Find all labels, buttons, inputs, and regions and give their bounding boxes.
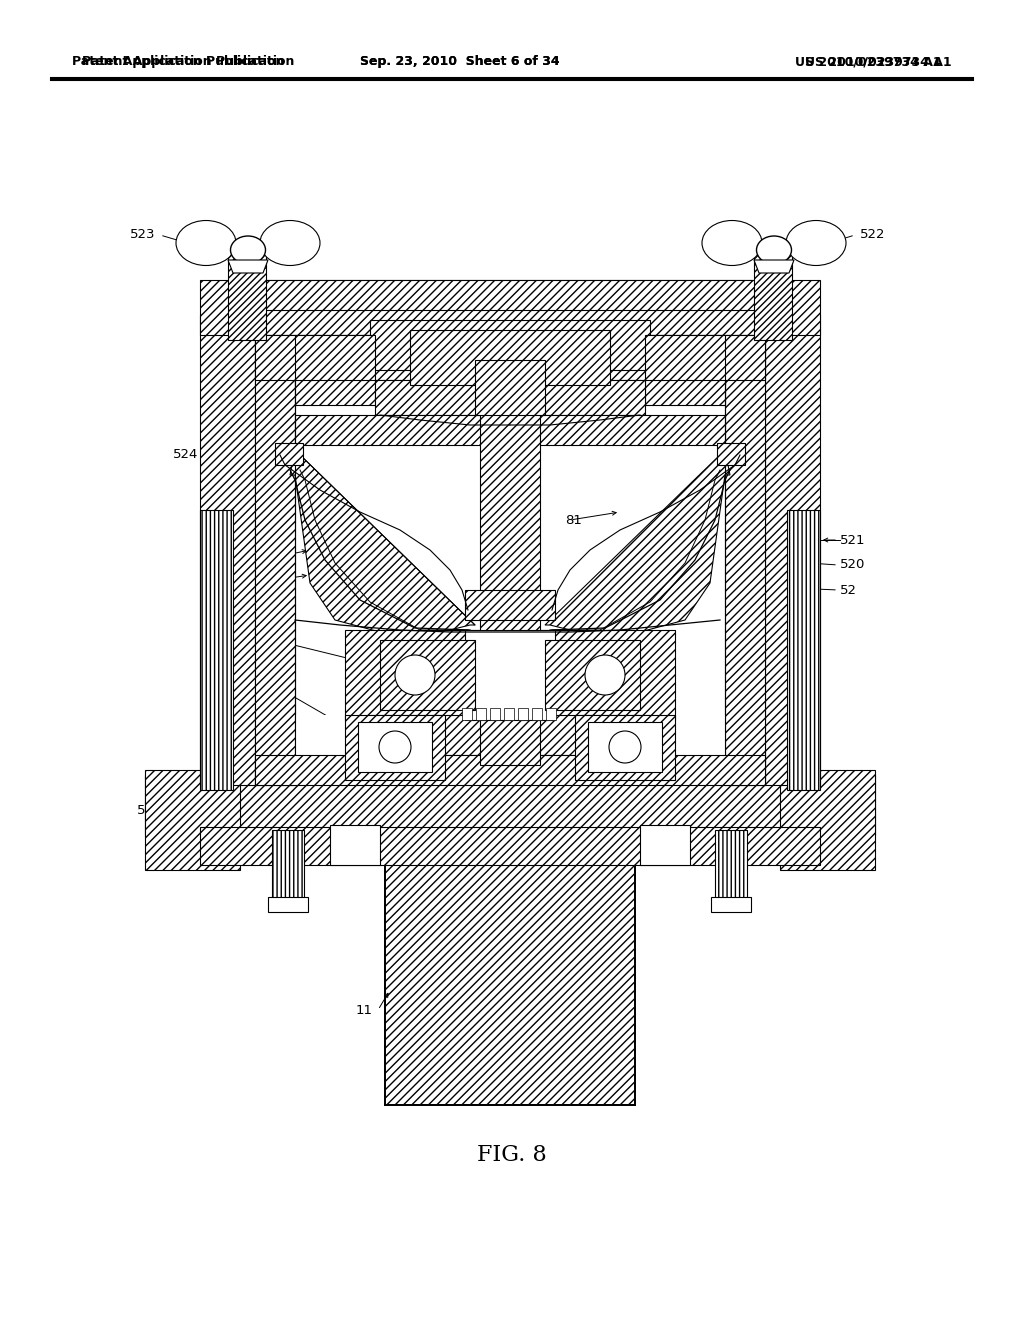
Text: US 2010/0239734 A1: US 2010/0239734 A1 bbox=[796, 55, 942, 69]
Bar bbox=[465, 630, 555, 719]
Bar bbox=[545, 640, 640, 710]
Ellipse shape bbox=[176, 220, 236, 265]
Text: 451: 451 bbox=[222, 628, 248, 642]
Bar bbox=[480, 411, 540, 766]
Bar bbox=[640, 825, 690, 865]
Text: 11: 11 bbox=[356, 1003, 373, 1016]
Polygon shape bbox=[754, 260, 794, 273]
Text: 40: 40 bbox=[455, 338, 472, 351]
Text: 510: 510 bbox=[136, 804, 162, 817]
Text: 82: 82 bbox=[208, 487, 225, 499]
Text: 522: 522 bbox=[860, 228, 886, 242]
Bar bbox=[715, 830, 746, 906]
Bar bbox=[462, 708, 472, 719]
Ellipse shape bbox=[260, 220, 319, 265]
Text: 80: 80 bbox=[575, 619, 592, 631]
Bar bbox=[410, 330, 610, 385]
Text: 88: 88 bbox=[490, 553, 507, 566]
Text: Patent Application Publication: Patent Application Publication bbox=[72, 55, 285, 69]
Text: Sep. 23, 2010  Sheet 6 of 34: Sep. 23, 2010 Sheet 6 of 34 bbox=[360, 55, 560, 69]
Polygon shape bbox=[228, 260, 268, 273]
Text: 521: 521 bbox=[840, 533, 865, 546]
Bar bbox=[787, 510, 820, 789]
Bar bbox=[375, 380, 645, 414]
Bar bbox=[295, 335, 375, 385]
Bar bbox=[546, 708, 556, 719]
Bar bbox=[518, 708, 528, 719]
Bar bbox=[275, 444, 303, 465]
Text: US 2010/0239734 A1: US 2010/0239734 A1 bbox=[805, 55, 952, 69]
Text: 3: 3 bbox=[234, 557, 243, 569]
Bar bbox=[268, 898, 308, 912]
Bar bbox=[504, 708, 514, 719]
Bar bbox=[370, 715, 650, 755]
Bar bbox=[725, 335, 765, 785]
Text: 89: 89 bbox=[420, 338, 437, 351]
Bar bbox=[754, 249, 792, 341]
Bar bbox=[476, 708, 486, 719]
Bar bbox=[475, 360, 545, 414]
Polygon shape bbox=[295, 450, 470, 645]
Bar bbox=[645, 335, 725, 385]
Bar bbox=[255, 335, 765, 380]
Text: FIG. 8: FIG. 8 bbox=[477, 1144, 547, 1166]
Bar bbox=[711, 898, 751, 912]
Bar bbox=[200, 828, 820, 865]
Bar bbox=[780, 770, 874, 870]
Bar bbox=[358, 722, 432, 772]
Text: Sep. 23, 2010  Sheet 6 of 34: Sep. 23, 2010 Sheet 6 of 34 bbox=[360, 55, 560, 69]
Bar bbox=[345, 630, 675, 719]
Bar bbox=[295, 715, 725, 785]
Polygon shape bbox=[290, 450, 475, 640]
Bar bbox=[272, 830, 304, 906]
Circle shape bbox=[395, 655, 435, 696]
Bar bbox=[380, 640, 475, 710]
Text: 45: 45 bbox=[560, 648, 577, 661]
Bar bbox=[645, 380, 725, 405]
Text: 52: 52 bbox=[840, 583, 857, 597]
Text: 8: 8 bbox=[229, 578, 238, 591]
Bar bbox=[465, 590, 555, 620]
Text: Patent Application Publication: Patent Application Publication bbox=[82, 55, 294, 69]
Ellipse shape bbox=[230, 236, 265, 264]
Polygon shape bbox=[545, 450, 730, 640]
Bar bbox=[532, 708, 542, 719]
Ellipse shape bbox=[757, 236, 792, 264]
Text: 520: 520 bbox=[840, 558, 865, 572]
Text: 523: 523 bbox=[129, 228, 155, 242]
Bar bbox=[385, 810, 635, 1105]
Bar bbox=[765, 315, 820, 785]
Text: 524: 524 bbox=[173, 449, 198, 462]
Bar bbox=[345, 715, 445, 780]
Bar bbox=[255, 335, 295, 785]
Circle shape bbox=[379, 731, 411, 763]
Bar bbox=[575, 715, 675, 780]
Polygon shape bbox=[540, 450, 725, 645]
Bar bbox=[250, 280, 770, 310]
Bar bbox=[255, 755, 765, 785]
Bar bbox=[295, 380, 375, 405]
Bar bbox=[490, 708, 500, 719]
Bar bbox=[588, 722, 662, 772]
Text: 43: 43 bbox=[355, 338, 372, 351]
Bar bbox=[370, 319, 650, 370]
Bar bbox=[145, 775, 874, 836]
Circle shape bbox=[585, 655, 625, 696]
Bar bbox=[295, 414, 725, 445]
Bar bbox=[200, 280, 820, 335]
Bar bbox=[200, 315, 255, 785]
Bar bbox=[330, 825, 380, 865]
Text: 81: 81 bbox=[565, 513, 582, 527]
Ellipse shape bbox=[702, 220, 762, 265]
Bar bbox=[145, 770, 240, 870]
Text: 47: 47 bbox=[248, 676, 265, 689]
Bar bbox=[200, 510, 233, 789]
Ellipse shape bbox=[786, 220, 846, 265]
Circle shape bbox=[609, 731, 641, 763]
Bar bbox=[228, 249, 266, 341]
Bar bbox=[717, 444, 745, 465]
